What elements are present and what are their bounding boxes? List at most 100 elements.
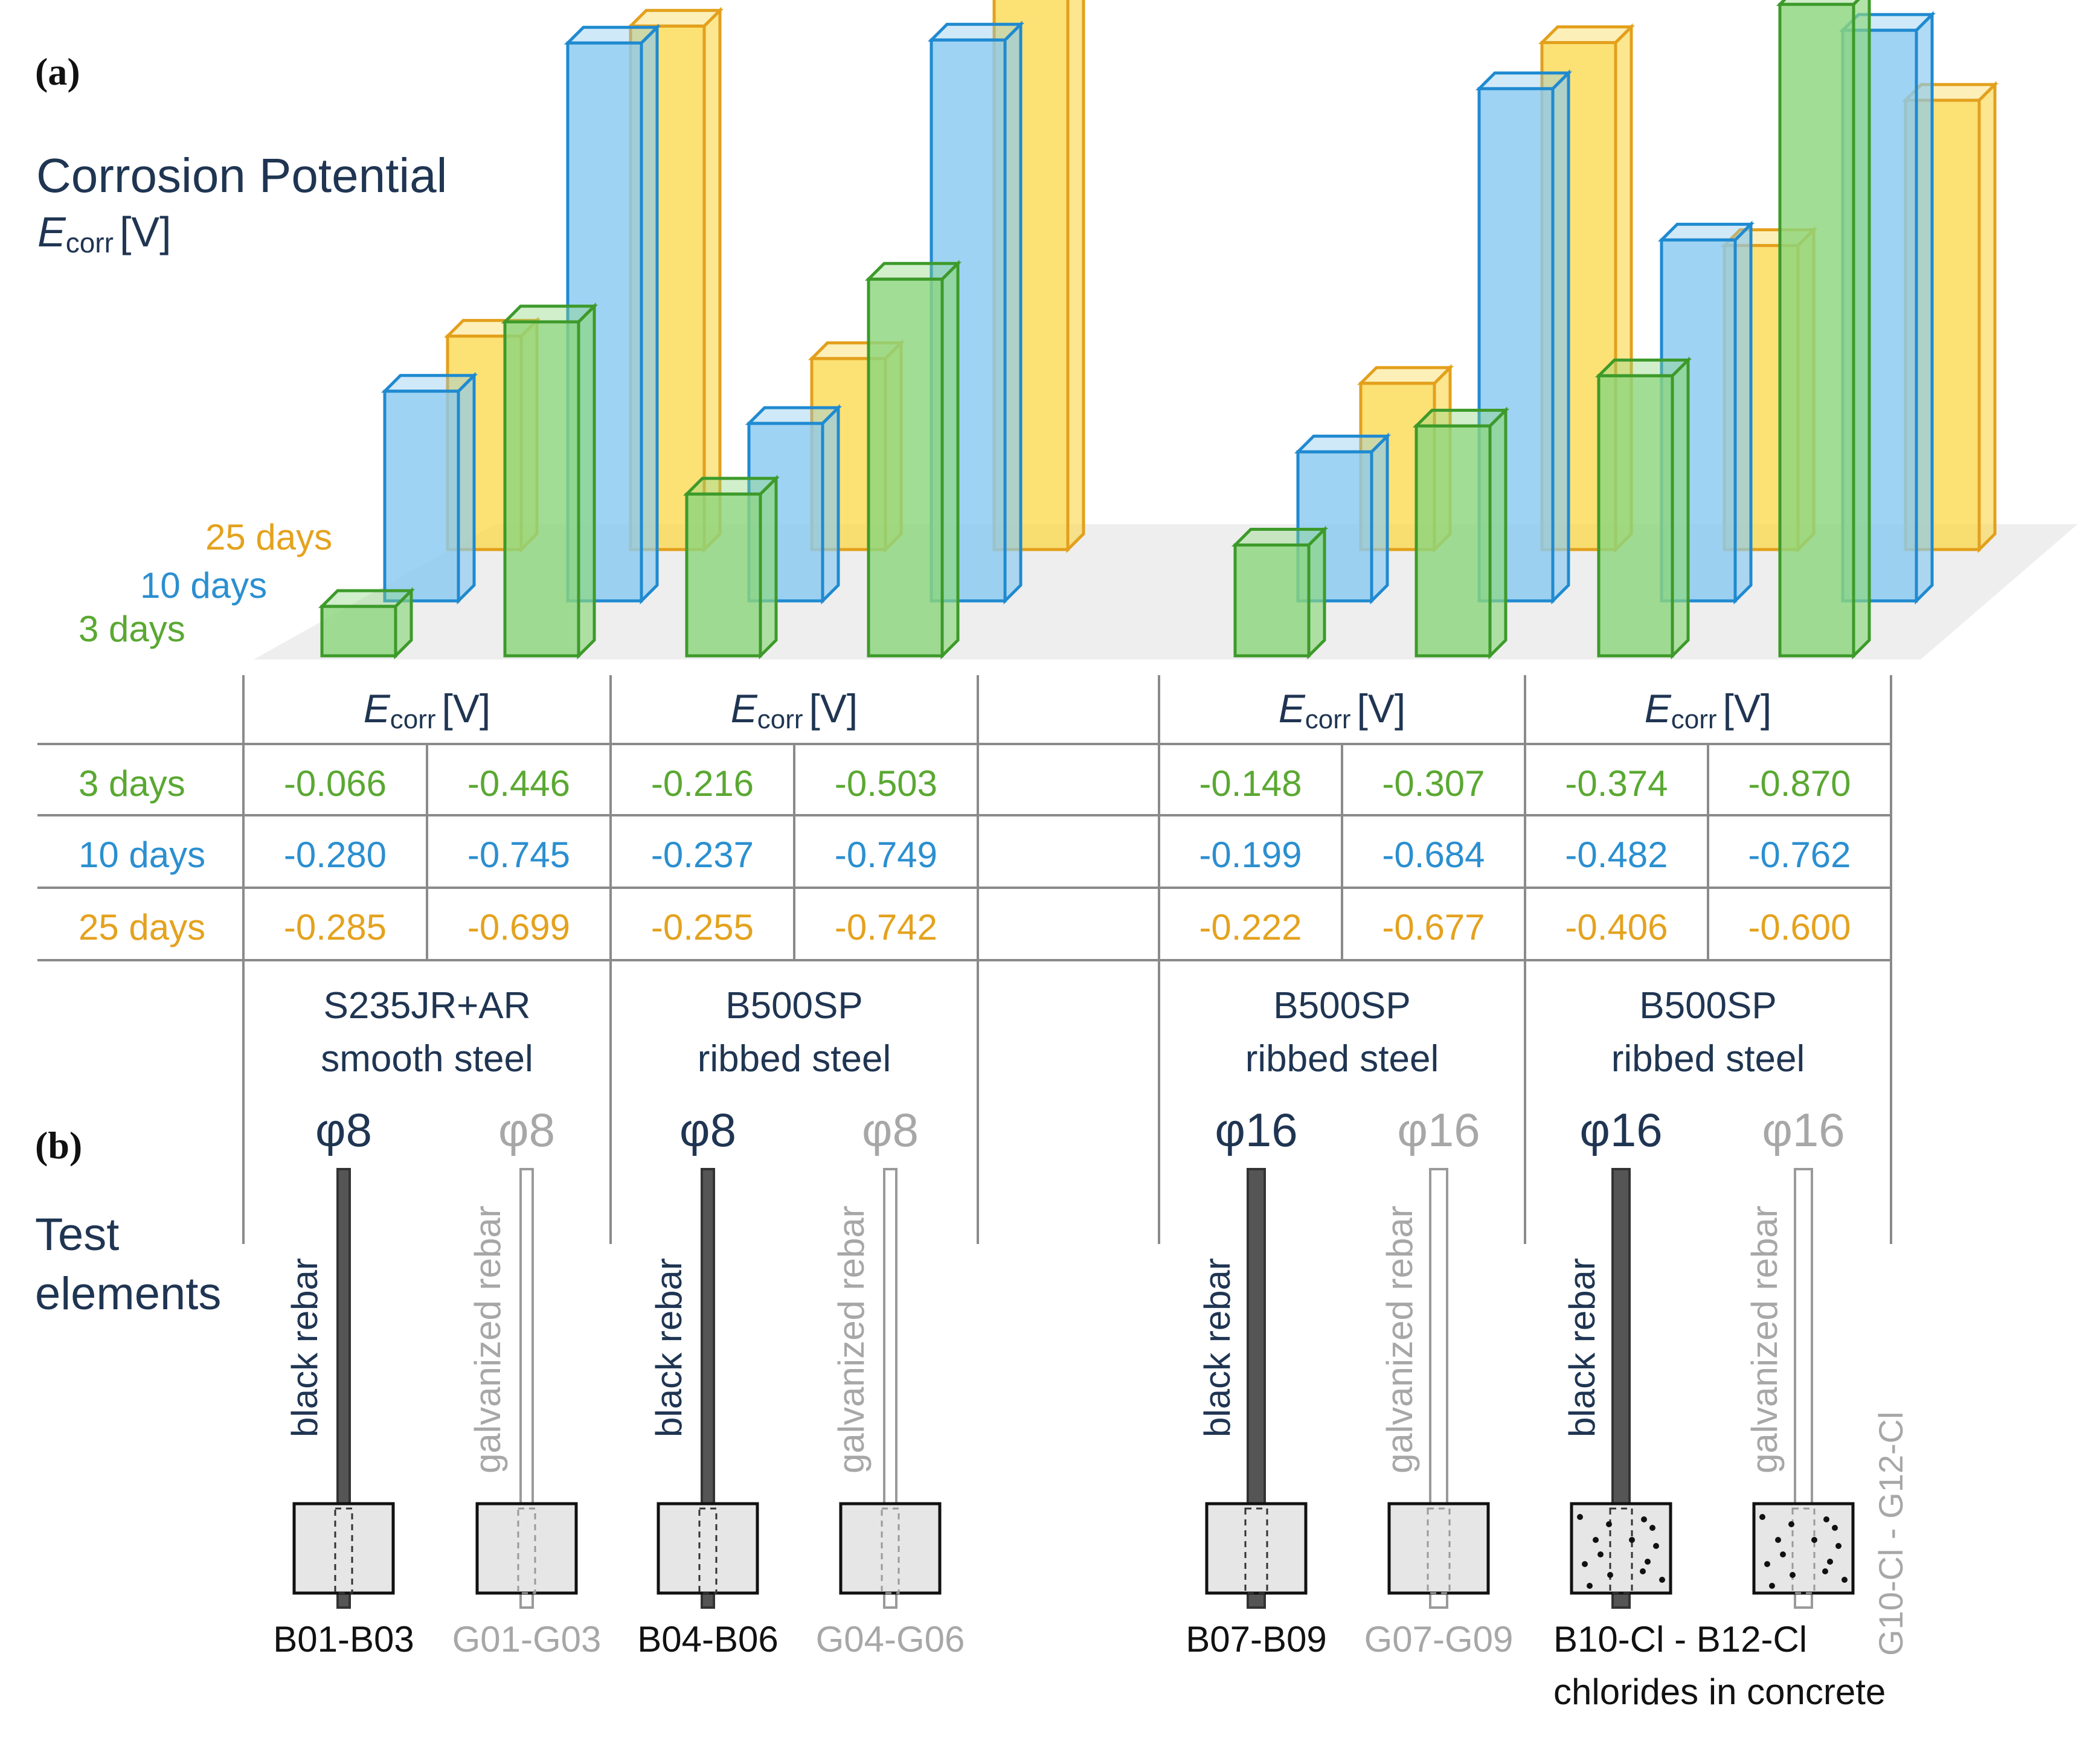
bar-side [1852, 0, 1871, 660]
embedded-rebar [517, 1507, 536, 1594]
chloride-dot [1653, 1543, 1659, 1549]
y-axis-unit: [V] [120, 208, 172, 255]
bar-top [501, 304, 599, 324]
chloride-dot [1842, 1577, 1848, 1583]
bar-front [503, 320, 580, 658]
bar-front [1414, 424, 1492, 658]
chloride-dot [1811, 1537, 1817, 1543]
specimen-code: B01-B03 [273, 1619, 414, 1659]
table-cell-value: -0.406 [1565, 907, 1668, 948]
bar-top [1657, 222, 1755, 242]
header-unit: [V] [809, 686, 858, 731]
galvanized-rebar [883, 1168, 897, 1609]
y-axis-subscript: corr [66, 227, 114, 258]
rebar-type-label: black rebar [1562, 1258, 1602, 1437]
diameter-label: φ8 [679, 1103, 736, 1156]
chloride-dot [1587, 1583, 1593, 1589]
bar-3-days-G01-G03 [501, 302, 599, 660]
bar-side [1370, 432, 1389, 605]
concrete-block [657, 1502, 759, 1595]
material-type: smooth steel [321, 1038, 533, 1080]
bar-front [1597, 374, 1674, 658]
bar-3-days-B01-B03 [318, 587, 416, 660]
concrete-block [292, 1502, 395, 1595]
bar-top [1475, 71, 1573, 91]
header-subscript: corr [1671, 705, 1717, 734]
diameter-label: φ8 [862, 1103, 919, 1156]
table-header: Ecorr [V] [1645, 686, 1772, 734]
material-type: ribbed steel [1245, 1038, 1439, 1080]
header-symbol: E [1645, 686, 1672, 731]
table-row-label: 25 days [79, 907, 205, 948]
panel-b-label: (b) [35, 1124, 82, 1167]
bar-side [1488, 406, 1508, 660]
table-row-label: 10 days [79, 835, 205, 875]
bar-top [682, 476, 780, 496]
chloride-dot [1659, 1577, 1665, 1583]
bar-side [1066, 0, 1085, 554]
specimen-code: G01-G03 [452, 1619, 602, 1659]
material-grade: B500SP [1273, 985, 1411, 1027]
bar-top [626, 8, 724, 28]
bar-top [1294, 434, 1392, 454]
material-grade: B500SP [1639, 985, 1777, 1027]
bar-side [940, 260, 960, 660]
bar-3-days-G07-G09 [1412, 406, 1510, 660]
bar-side [1307, 525, 1326, 660]
material-grade: S235JR+AR [324, 985, 531, 1027]
table-cell-value: -0.374 [1565, 763, 1668, 804]
rebar-type-label: galvanized rebar [1379, 1205, 1420, 1473]
bar-top [1594, 358, 1692, 377]
table-cell-value: -0.307 [1382, 763, 1485, 804]
table-cell-value: -0.482 [1565, 835, 1668, 875]
bar-side [1671, 356, 1690, 660]
table-cell-value: -0.742 [835, 907, 937, 948]
table-cell-value: -0.503 [835, 763, 937, 804]
embedded-rebar [1609, 1507, 1633, 1594]
bar-front [867, 277, 944, 658]
legend-10-days: 10 days [140, 565, 267, 606]
bar-front [383, 390, 460, 603]
black-rebar [701, 1168, 715, 1609]
specimen-code: B04-B06 [637, 1619, 779, 1659]
bar-top [1357, 366, 1454, 385]
rebar-type-label: black rebar [1197, 1258, 1238, 1437]
concrete-block [1387, 1502, 1490, 1595]
bar-front [1778, 2, 1855, 658]
bar-side [640, 24, 659, 605]
specimen-code: G10-Cl - G12-Cl [1872, 1411, 1910, 1656]
table-cell-value: -0.237 [651, 835, 754, 875]
bar-top [745, 406, 843, 425]
bar-side [1733, 220, 1753, 605]
test-elements-label-line2: elements [35, 1268, 221, 1320]
legend-3-days: 3 days [79, 609, 185, 649]
chloride-dot [1597, 1551, 1604, 1557]
bar-top [1231, 527, 1329, 547]
table-cell-value: -0.280 [284, 835, 387, 875]
material-type: ribbed steel [698, 1038, 891, 1080]
embedded-rebar [1791, 1507, 1816, 1594]
test-elements: φ8 black rebar B01-B03 φ8 galvanized rebar G0… [273, 1103, 1910, 1712]
chlorides-note: chlorides in concrete [1553, 1672, 1886, 1712]
table-cell-value: -0.285 [284, 907, 387, 948]
concrete-block [1570, 1502, 1672, 1595]
table-cell-value: -0.222 [1199, 907, 1302, 948]
table-cell-value: -0.749 [835, 835, 937, 875]
bar-side [821, 404, 840, 605]
diameter-label: φ8 [498, 1103, 555, 1156]
header-unit: [V] [1357, 686, 1406, 731]
chloride-dot [1769, 1583, 1775, 1589]
chloride-dot [1582, 1561, 1588, 1567]
concrete-block [1205, 1502, 1308, 1595]
chloride-dot [1759, 1514, 1765, 1520]
bar-top [381, 374, 478, 393]
table-row-label: 3 days [79, 763, 185, 804]
table-header: Ecorr [V] [364, 686, 491, 734]
test-elements-label-line1: Test [35, 1209, 119, 1260]
black-rebar [336, 1168, 351, 1609]
table-cell-value: -0.684 [1382, 835, 1485, 875]
table-cell-value: -0.446 [467, 763, 570, 804]
header-subscript: corr [757, 705, 803, 734]
chloride-dot [1832, 1525, 1838, 1531]
